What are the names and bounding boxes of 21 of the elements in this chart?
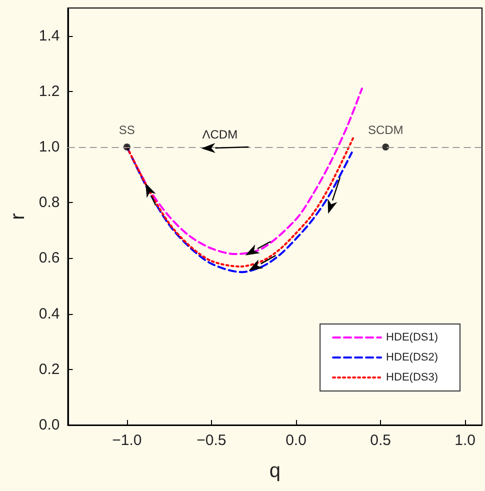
y-tick-label: 0.0 [38,416,60,434]
annotation: ΛCDM [202,128,238,142]
x-tick-label: 0.5 [370,432,391,449]
y-tick-label: 1.0 [38,138,60,156]
legend-label: HDE(DS3) [386,372,438,384]
x-tick-label: 1.0 [454,432,476,449]
y-axis-title: r [7,212,29,220]
y-tick-label: 0.8 [38,194,60,212]
y-tick-label: 1.2 [38,82,60,100]
annotation: SCDM [368,123,404,137]
x-tick-label: −0.5 [196,432,226,449]
y-tick-label: 0.4 [38,305,60,322]
y-tick-label: 0.6 [38,250,60,267]
legend-label: HDE(DS2) [386,352,438,364]
y-tick-label: 1.4 [38,27,60,44]
y-tick-label: 0.2 [38,360,60,378]
x-tick-label: −1.0 [112,432,142,449]
annotation: SS [118,123,135,137]
legend-label: HDE(DS1) [386,332,438,344]
x-axis-title: q [269,460,280,482]
x-tick-label: 0.0 [286,432,306,449]
